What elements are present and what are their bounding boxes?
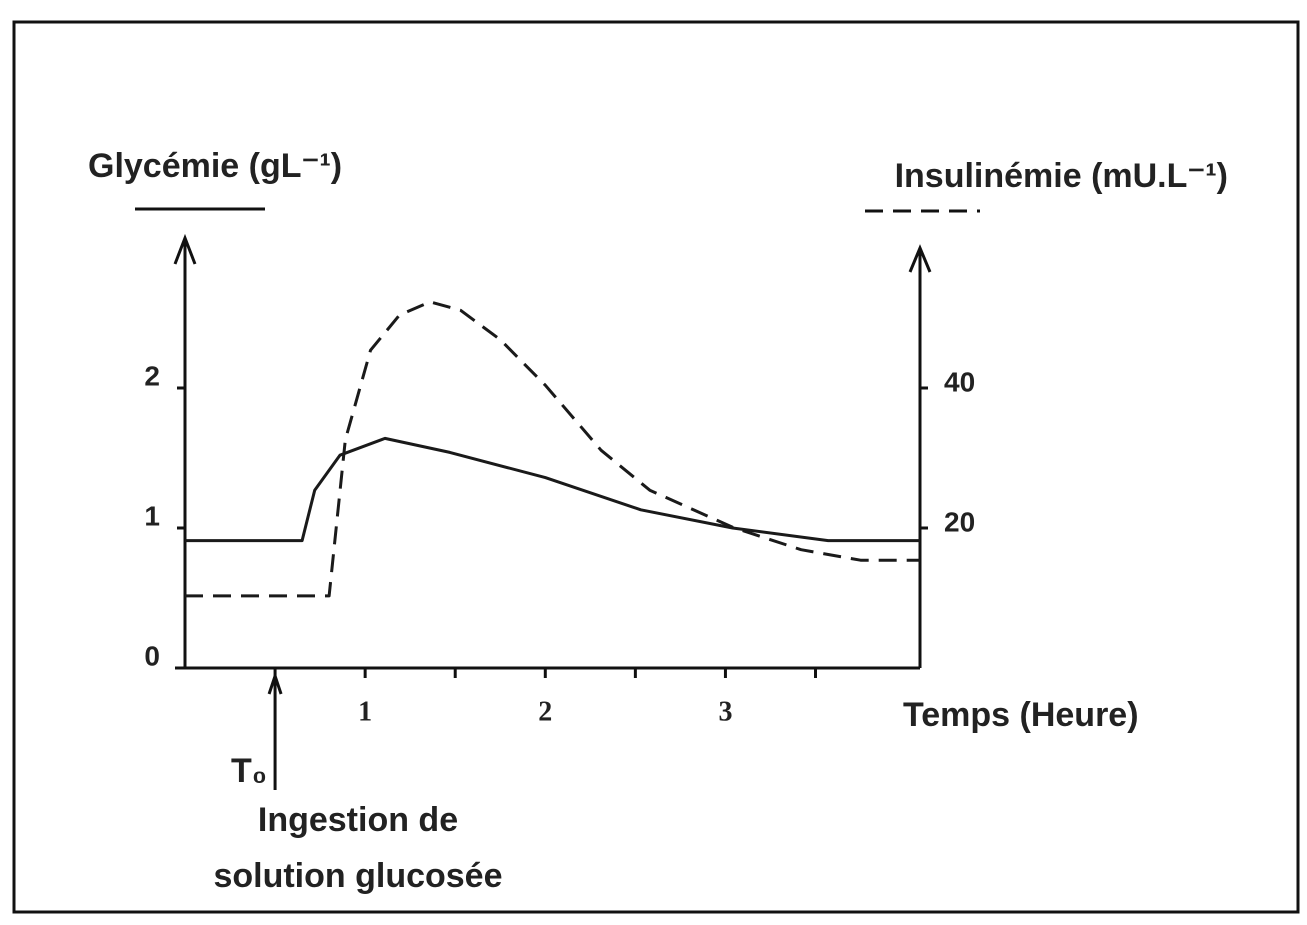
x-axis-label: Temps (Heure): [903, 696, 1139, 734]
series-line: [185, 300, 920, 598]
y2-axis-arrow: [908, 244, 932, 273]
y-tick-label: 2: [144, 360, 160, 391]
x-tick-label: 2: [538, 696, 552, 727]
y-tick-label: 0: [144, 640, 160, 671]
annotation-arrowhead: [267, 671, 283, 695]
x-tick-label: 3: [718, 696, 732, 727]
y2-tick-label: 40: [944, 366, 975, 397]
left-legend-label: Glycémie (gL⁻¹): [88, 147, 342, 185]
y2-tick-label: 20: [944, 506, 975, 537]
frame: [12, 20, 1300, 914]
series-line: [185, 436, 920, 543]
annotation-label: T₀: [231, 752, 267, 790]
annotation-text: solution glucosée: [213, 857, 502, 895]
right-legend-label: Insulinémie (mU.L⁻¹): [895, 157, 1228, 195]
y-axis-arrow: [173, 233, 197, 265]
annotation-text: Ingestion de: [258, 801, 458, 839]
x-tick-label: 1: [358, 696, 372, 727]
y-tick-label: 1: [144, 500, 160, 531]
